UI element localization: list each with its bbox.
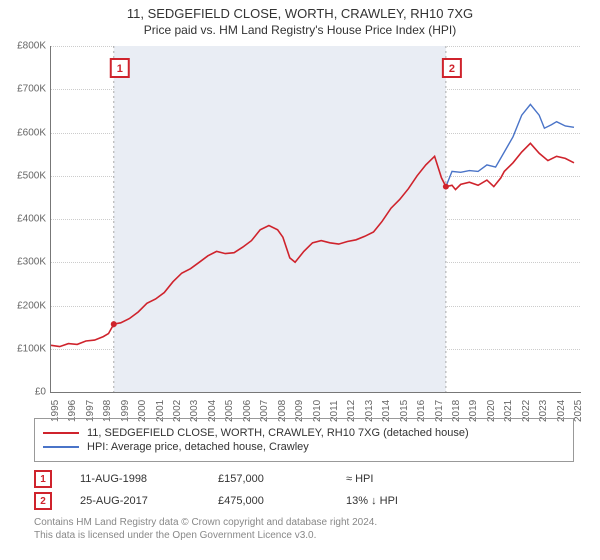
legend-swatch bbox=[43, 432, 79, 434]
transaction-delta: ≈ HPI bbox=[346, 473, 373, 485]
legend: 11, SEDGEFIELD CLOSE, WORTH, CRAWLEY, RH… bbox=[34, 418, 574, 462]
chart-marker: 2 bbox=[443, 59, 461, 77]
footer-attribution: Contains HM Land Registry data © Crown c… bbox=[34, 516, 377, 542]
transaction-marker: 2 bbox=[34, 492, 52, 510]
chart-subtitle: Price paid vs. HM Land Registry's House … bbox=[0, 21, 600, 37]
transaction-delta: 13% ↓ HPI bbox=[346, 495, 398, 507]
legend-swatch bbox=[43, 446, 79, 448]
y-tick-label: £500K bbox=[0, 170, 46, 181]
y-tick-label: £300K bbox=[0, 257, 46, 268]
y-tick-label: £800K bbox=[0, 41, 46, 52]
chart-svg: 12 bbox=[51, 46, 581, 392]
y-tick-label: £600K bbox=[0, 127, 46, 138]
transaction-date: 25-AUG-2017 bbox=[80, 495, 190, 507]
x-tick-label: 2025 bbox=[573, 400, 584, 422]
chart-title: 11, SEDGEFIELD CLOSE, WORTH, CRAWLEY, RH… bbox=[0, 0, 600, 21]
footer-line-2: This data is licensed under the Open Gov… bbox=[34, 529, 377, 542]
y-tick-label: £100K bbox=[0, 343, 46, 354]
svg-text:2: 2 bbox=[449, 63, 455, 75]
series-hpi bbox=[446, 104, 574, 186]
legend-item: HPI: Average price, detached house, Craw… bbox=[43, 441, 565, 453]
legend-label: 11, SEDGEFIELD CLOSE, WORTH, CRAWLEY, RH… bbox=[87, 427, 469, 439]
transaction-row: 1 11-AUG-1998 £157,000 ≈ HPI bbox=[34, 470, 398, 488]
chart-plot-area: 12 bbox=[50, 46, 581, 393]
legend-item: 11, SEDGEFIELD CLOSE, WORTH, CRAWLEY, RH… bbox=[43, 427, 565, 439]
y-tick-label: £0 bbox=[0, 387, 46, 398]
y-tick-label: £200K bbox=[0, 300, 46, 311]
y-tick-label: £700K bbox=[0, 84, 46, 95]
transaction-row: 2 25-AUG-2017 £475,000 13% ↓ HPI bbox=[34, 492, 398, 510]
transaction-marker: 1 bbox=[34, 470, 52, 488]
transaction-price: £475,000 bbox=[218, 495, 318, 507]
footer-line-1: Contains HM Land Registry data © Crown c… bbox=[34, 516, 377, 529]
transaction-date: 11-AUG-1998 bbox=[80, 473, 190, 485]
transaction-price: £157,000 bbox=[218, 473, 318, 485]
svg-text:1: 1 bbox=[117, 63, 123, 75]
legend-label: HPI: Average price, detached house, Craw… bbox=[87, 441, 309, 453]
chart-marker: 1 bbox=[111, 59, 129, 77]
y-tick-label: £400K bbox=[0, 214, 46, 225]
transactions-table: 1 11-AUG-1998 £157,000 ≈ HPI 2 25-AUG-2017 £47… bbox=[34, 466, 398, 514]
